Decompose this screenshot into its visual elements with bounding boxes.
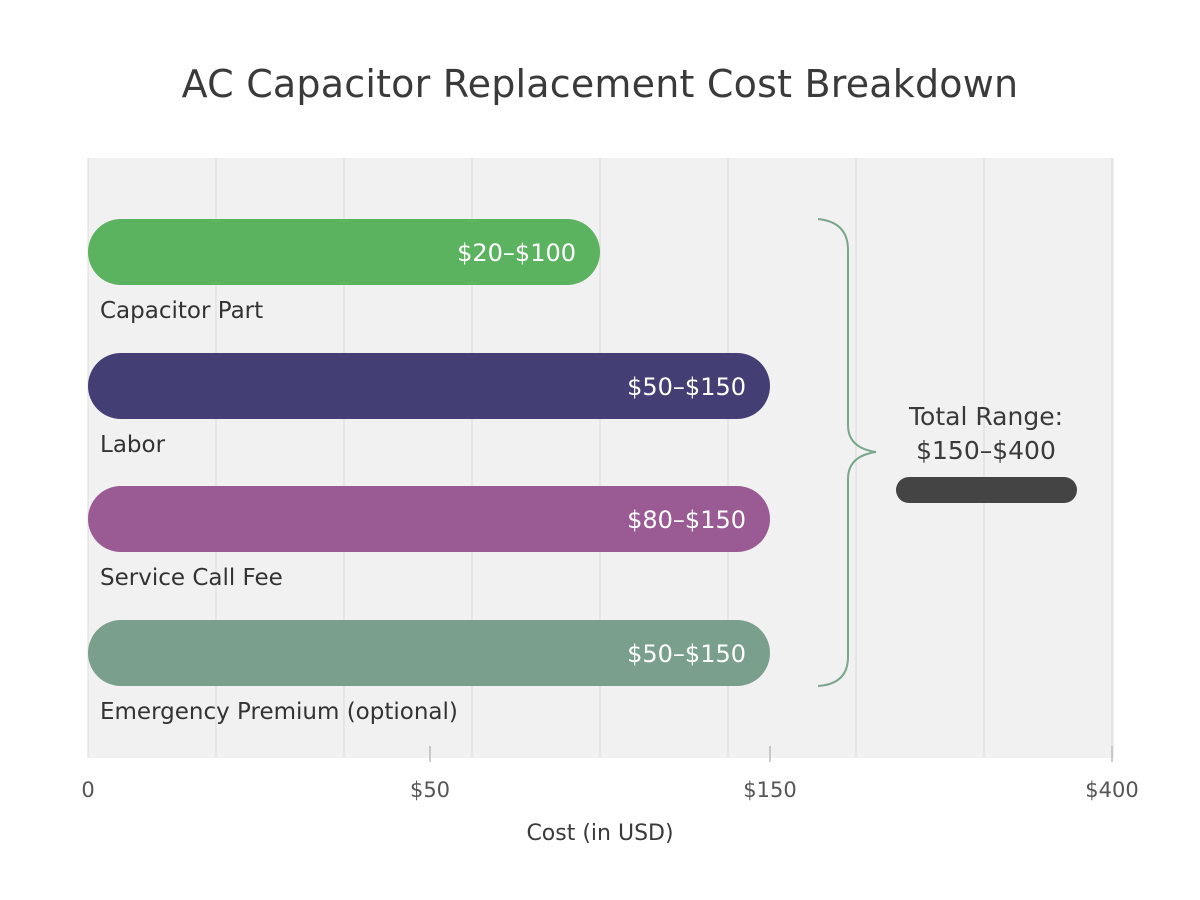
- x-axis: 0 $50 $150 $400: [81, 746, 1139, 802]
- x-tick-label: 0: [81, 778, 94, 802]
- bar-1: [88, 219, 600, 285]
- category-label: Emergency Premium (optional): [100, 699, 458, 725]
- total-range-value: $150–$400: [916, 436, 1056, 465]
- x-tick-label: $50: [410, 778, 450, 802]
- bars: $20–$100 Capacitor Part $50–$150 Labor $80–$…: [88, 219, 770, 725]
- total-range-label: Total Range:: [908, 402, 1063, 431]
- category-label: Capacitor Part: [100, 298, 263, 324]
- bar-2: [88, 353, 770, 419]
- bar-3: [88, 486, 770, 552]
- bar-data-label: $80–$150: [627, 506, 746, 534]
- bar-data-label: $50–$150: [627, 373, 746, 401]
- category-label: Labor: [100, 432, 166, 458]
- total-range-annotation: Total Range: $150–$400: [817, 218, 1077, 687]
- x-axis-title: Cost (in USD): [526, 821, 673, 846]
- chart-title: AC Capacitor Replacement Cost Breakdown: [181, 62, 1019, 106]
- x-tick-label: $400: [1085, 778, 1138, 802]
- bar-data-label: $20–$100: [457, 239, 576, 267]
- total-range-bracket: [817, 218, 877, 687]
- x-tick-label: $150: [743, 778, 796, 802]
- bar-4: [88, 620, 770, 686]
- bar-data-label: $50–$150: [627, 640, 746, 668]
- category-label: Service Call Fee: [100, 565, 283, 591]
